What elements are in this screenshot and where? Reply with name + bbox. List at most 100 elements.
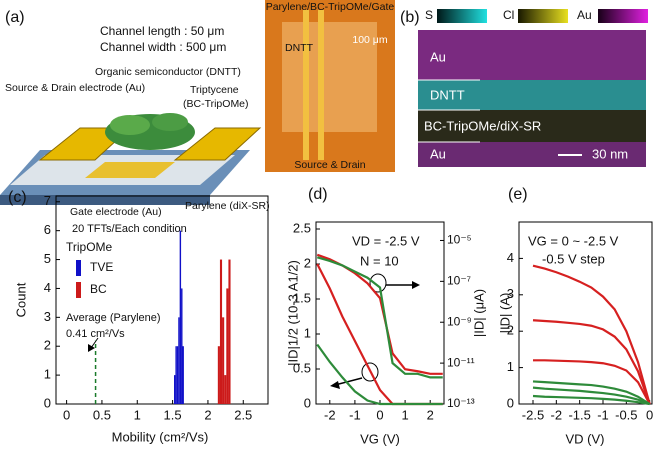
series-line xyxy=(316,343,443,406)
y-tick-label: 1.5 xyxy=(293,290,311,305)
panel-label: (d) xyxy=(308,186,328,203)
legend-label: BC xyxy=(90,282,107,296)
y2-tick-label: 10⁻⁷ xyxy=(447,274,471,288)
panel-label: (b) xyxy=(400,9,420,26)
x-tick-label: 2.5 xyxy=(234,407,252,422)
panel-label: (e) xyxy=(508,186,528,203)
inset-electrode xyxy=(318,10,324,160)
y-tick-label: 0 xyxy=(44,395,51,410)
x-tick-label: 0 xyxy=(63,407,70,422)
arrow xyxy=(334,377,363,386)
curve-marker xyxy=(361,362,379,382)
inset-label: Source & Drain xyxy=(294,159,365,171)
annotation: Source & Drain electrode (Au) xyxy=(5,82,145,94)
y-tick-label: 2 xyxy=(507,323,514,338)
arrowhead xyxy=(88,344,95,352)
layer-label: Au xyxy=(430,146,446,161)
layer-label: Au xyxy=(430,49,446,64)
x-tick-label: 0 xyxy=(376,407,383,422)
x-tick-label: 1.5 xyxy=(164,407,182,422)
bar xyxy=(182,346,184,404)
x-axis-label: VD (V) xyxy=(566,431,605,446)
series-line xyxy=(316,253,443,375)
layer-au xyxy=(418,142,646,167)
device-illustration xyxy=(0,113,262,205)
y-tick-label: 6 xyxy=(44,222,51,237)
arrow xyxy=(90,337,99,349)
y2-tick-label: 10⁻⁹ xyxy=(447,314,472,328)
x-tick-label: -2.5 xyxy=(522,407,544,422)
annotation: Parylene (diX-SR) xyxy=(185,200,270,212)
x-axis-label: Mobility (cm²/Vs) xyxy=(112,429,209,444)
plot-frame xyxy=(518,221,653,405)
bar xyxy=(175,346,177,404)
y-tick-label: 1 xyxy=(304,325,311,340)
bar xyxy=(224,375,227,404)
annotation: VG = 0 ~ -2.5 V xyxy=(528,233,619,248)
annotation: Organic semiconductor (DNTT) xyxy=(95,66,241,78)
y2-tick-label: 10⁻¹¹ xyxy=(447,355,475,369)
series-line xyxy=(532,264,651,405)
series-line xyxy=(532,386,651,406)
colorbar xyxy=(437,9,487,23)
arrowhead xyxy=(412,281,420,289)
series-line xyxy=(533,359,651,405)
x-tick-label: 2 xyxy=(204,407,211,422)
curve-marker xyxy=(369,273,387,293)
bar xyxy=(222,317,225,404)
y2-tick-label: 10⁻¹³ xyxy=(447,396,475,410)
inset-pattern xyxy=(282,22,377,132)
scale-label: 30 nm xyxy=(592,146,628,161)
y-axis-label: Count xyxy=(13,282,28,317)
y-axis-label: |ID|1/2 (10-3 A1/2) xyxy=(285,260,300,366)
inset-title: Parylene/BC-TripOMe/Gate xyxy=(266,1,395,13)
inset-electrode xyxy=(303,10,309,160)
y-tick-label: 7 xyxy=(44,193,51,208)
legend-swatch xyxy=(76,260,81,276)
x-tick-label: -2 xyxy=(324,407,336,422)
legend-label: Au xyxy=(577,8,592,22)
bar xyxy=(226,288,229,404)
x-tick-label: 0 xyxy=(646,407,653,422)
series-line xyxy=(532,380,651,405)
y-tick-label: 2 xyxy=(304,255,311,270)
annotation: Average (Parylene) xyxy=(66,312,161,324)
legend-label: S xyxy=(425,8,433,22)
legend-label: Cl xyxy=(503,8,514,22)
y-tick-label: 4 xyxy=(507,250,514,265)
y-tick-label: 0.5 xyxy=(293,360,311,375)
y-tick-label: 2 xyxy=(44,338,51,353)
y-tick-label: 0 xyxy=(507,395,514,410)
y2-tick-label: 10⁻⁵ xyxy=(447,233,472,247)
bar xyxy=(178,317,180,404)
layer-au xyxy=(418,30,646,80)
x-tick-label: -2 xyxy=(551,407,563,422)
annotation: Triptycene xyxy=(190,84,239,96)
x-tick-label: -1 xyxy=(349,407,361,422)
x-tick-label: -0.5 xyxy=(615,407,637,422)
y-tick-label: 1 xyxy=(507,359,514,374)
annotation: 0.41 cm²/Vs xyxy=(66,328,125,340)
bar xyxy=(228,259,231,404)
bar xyxy=(181,288,183,404)
x-tick-label: 1 xyxy=(401,407,408,422)
colorbar xyxy=(598,9,648,23)
annotation: Channel length : 50 μm xyxy=(100,24,224,38)
series-line xyxy=(532,394,650,406)
bar xyxy=(217,346,220,404)
layer-label: BC-TripOMe/diX-SR xyxy=(424,118,541,133)
y-tick-label: 2.5 xyxy=(293,220,311,235)
x-tick-label: 2 xyxy=(427,407,434,422)
gate xyxy=(85,162,175,178)
legend-swatch xyxy=(76,282,81,298)
y-axis-label: |ID| (μA) xyxy=(471,289,486,337)
y-tick-label: 0 xyxy=(304,395,311,410)
series-line xyxy=(532,319,651,405)
annotation: VD = -2.5 V xyxy=(352,233,420,248)
annotation: (BC-TripOMe) xyxy=(183,98,249,110)
x-tick-label: -1 xyxy=(597,407,609,422)
layer-dielectric xyxy=(418,110,646,142)
plot-frame xyxy=(55,195,269,405)
annotation: N = 10 xyxy=(360,253,399,268)
